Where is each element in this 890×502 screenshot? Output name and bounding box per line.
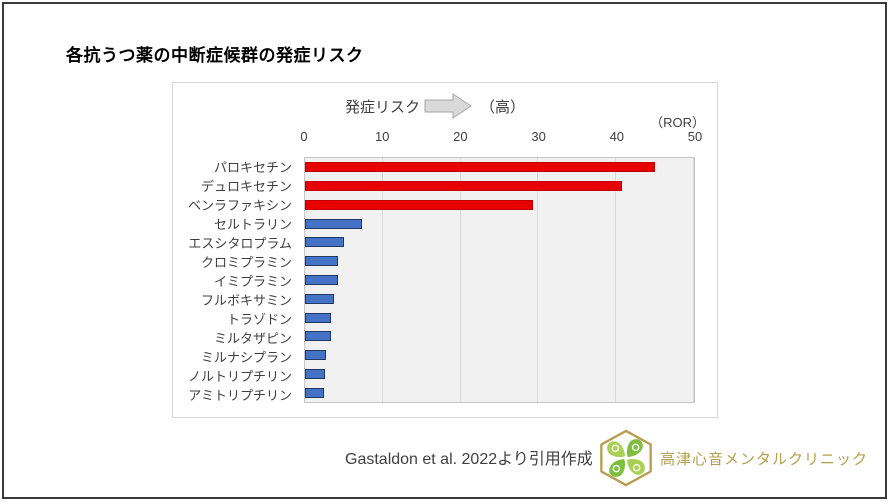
page-title: 各抗うつ薬の中断症候群の発症リスク	[66, 46, 364, 65]
x-tick-label: 30	[531, 129, 546, 144]
gridline	[615, 158, 617, 402]
category-label: エスシタロプラム	[188, 236, 292, 251]
bar-row	[305, 252, 694, 271]
bar	[305, 350, 326, 361]
gridline	[459, 158, 461, 402]
bar	[305, 293, 334, 304]
bar	[305, 331, 331, 342]
x-tick-label: 0	[300, 129, 308, 144]
category-label: セルトラリン	[213, 217, 292, 232]
category-label: ミルナシプラン	[200, 350, 292, 365]
gridline	[537, 158, 539, 402]
category-label: デュロキセチン	[200, 179, 292, 194]
bar	[305, 218, 362, 229]
bar	[305, 274, 338, 285]
gridline	[693, 158, 694, 402]
bar-row	[305, 383, 694, 402]
bars	[305, 158, 694, 402]
bar-row	[305, 364, 694, 383]
ror-unit-label: （ROR）	[650, 115, 705, 130]
category-label: クロミプラミン	[200, 255, 292, 270]
bar-row	[305, 308, 694, 327]
bar-row	[305, 177, 694, 196]
clinic-logo-icon	[597, 429, 655, 492]
bar	[305, 237, 344, 248]
clinic-name: 高津心音メンタルクリニック	[660, 451, 869, 468]
x-tick-label: 40	[609, 129, 625, 144]
bar	[305, 162, 656, 173]
bar-row	[305, 327, 694, 346]
bar	[305, 256, 338, 267]
category-label: ベンラファキシン	[187, 198, 292, 213]
category-label: イミプラミン	[213, 274, 292, 289]
chart-panel: 発症リスク （高） （ROR） 0 10 20 30 40 50 パロキセチンデュロキセチ…	[172, 82, 718, 418]
chart-header: 発症リスク （高）	[173, 93, 717, 121]
category-label: トラゾドン	[226, 312, 292, 327]
category-label: パロキセチン	[213, 160, 292, 175]
citation-text: Gastaldon et al. 2022より引用作成	[345, 451, 593, 468]
bar	[305, 181, 622, 192]
risk-direction-label: 発症リスク	[345, 99, 421, 116]
bar-row	[305, 158, 694, 177]
category-label: ミルタザピン	[213, 331, 292, 346]
category-label: ノルトリプチリン	[187, 369, 292, 384]
bar	[305, 199, 533, 210]
x-axis-ticks: 0 10 20 30 40 50	[300, 129, 702, 145]
bar	[305, 368, 326, 379]
bar	[305, 312, 332, 323]
high-label: （高）	[480, 99, 526, 116]
x-tick-label: 20	[453, 129, 468, 144]
category-labels: パロキセチンデュロキセチンベンラファキシンセルトラリンエスシタロプラムクロミプラ…	[173, 157, 299, 403]
x-tick-label: 10	[374, 129, 390, 144]
bar-row	[305, 196, 694, 215]
bar-row	[305, 214, 694, 233]
right-block-arrow-icon	[424, 93, 472, 124]
bar-row	[305, 233, 694, 252]
x-tick-label: 50	[687, 129, 703, 144]
bar	[305, 387, 325, 398]
category-label: フルボキサミン	[200, 293, 292, 308]
bar-row	[305, 346, 694, 365]
bar-row	[305, 289, 694, 308]
bar-row	[305, 271, 694, 290]
gridline	[381, 158, 383, 402]
plot-area	[304, 157, 695, 403]
category-label: アミトリプチリン	[188, 388, 292, 403]
